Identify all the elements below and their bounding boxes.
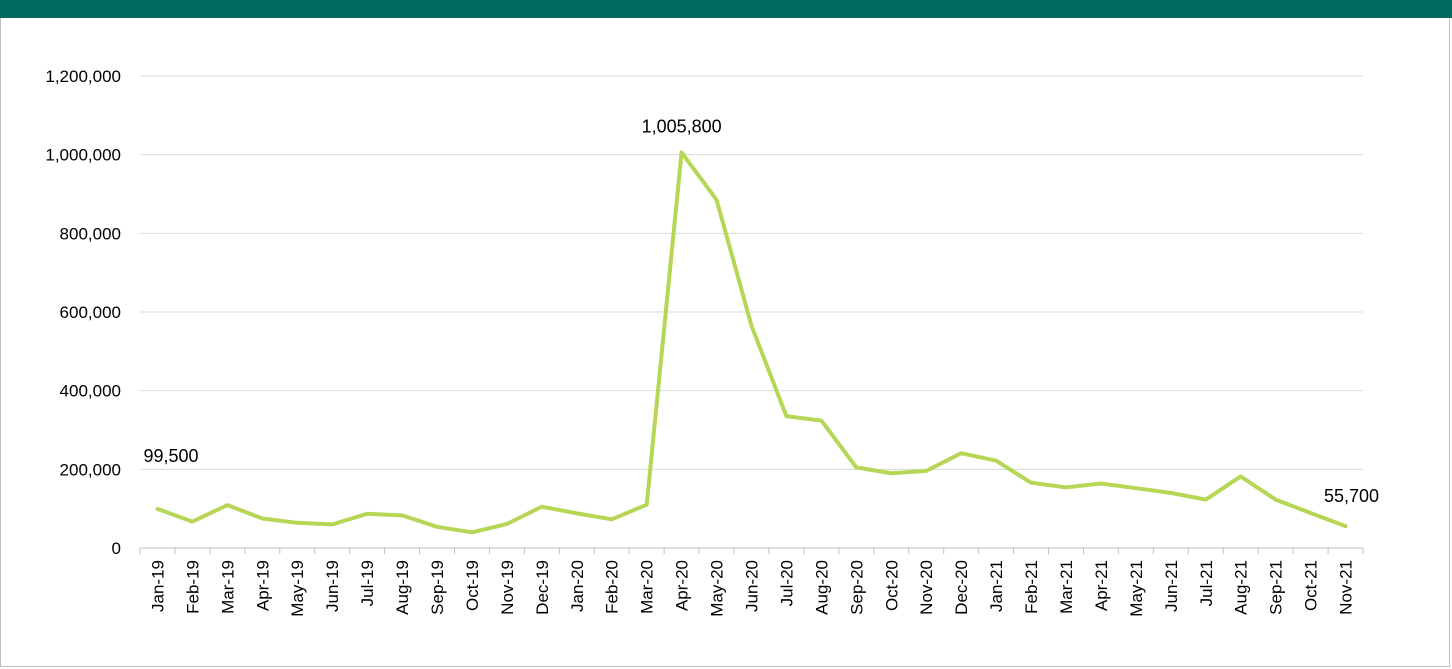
x-tick-label: Jun-19 [323,560,342,612]
x-tick-label: Aug-19 [393,560,412,615]
y-tick-label: 1,000,000 [45,146,121,165]
x-tick-label: Apr-19 [253,560,272,611]
y-tick-label: 800,000 [60,224,121,243]
data-label: 99,500 [143,446,198,466]
x-tick-label: Jun-21 [1162,560,1181,612]
x-tick-label: May-20 [708,560,727,617]
x-tick-label: Mar-19 [218,560,237,614]
x-tick-label: Aug-20 [812,560,831,615]
data-labels: 99,500 1,005,800 55,700 [143,116,1379,506]
x-tick-label: Jan-19 [148,560,167,612]
x-tick-label: Feb-20 [603,560,622,614]
gridlines [140,75,1363,470]
line-chart: 0 200,000 400,000 600,000 800,000 1,000,000 1,… [45,67,1379,617]
x-tick-label: Jan-21 [987,560,1006,612]
x-tick-label: Feb-21 [1022,560,1041,614]
x-axis-tick-labels: Jan-19 Feb-19 Mar-19 Apr-19 May-19 Jun-19 Jul-… [148,560,1355,617]
x-tick-label: Aug-21 [1232,560,1251,615]
x-tick-label: Sep-20 [847,560,866,615]
y-axis-tick-labels: 0 200,000 400,000 600,000 800,000 1,000,000 1,… [45,67,121,558]
chart-frame: 0 200,000 400,000 600,000 800,000 1,000,000 1,… [0,18,1450,667]
x-tick-label: Oct-19 [463,560,482,611]
y-tick-label: 600,000 [60,303,121,322]
y-tick-label: 400,000 [60,382,121,401]
series-layer [155,150,1348,535]
x-tick-label: Jul-21 [1197,560,1216,606]
x-tick-label: Mar-20 [638,560,657,614]
x-tick-label: Oct-20 [882,560,901,611]
x-tick-label: Mar-21 [1057,560,1076,614]
x-tick-label: Dec-19 [533,560,552,615]
y-tick-label: 1,200,000 [45,67,121,86]
x-tick-label: Sep-21 [1267,560,1286,615]
x-axis [139,547,1364,554]
header-bar [0,0,1452,18]
x-tick-label: Feb-19 [183,560,202,614]
x-tick-label: May-19 [288,560,307,617]
x-tick-label: May-21 [1127,560,1146,617]
series-line [155,150,1348,535]
data-label: 55,700 [1324,486,1379,506]
y-tick-label: 200,000 [60,460,121,479]
data-label: 1,005,800 [642,116,722,136]
x-tick-label: Apr-21 [1092,560,1111,611]
x-tick-label: Jan-20 [568,560,587,612]
x-tick-label: Jun-20 [743,560,762,612]
x-tick-label: Sep-19 [428,560,447,615]
x-tick-label: Jul-19 [358,560,377,606]
y-tick-label: 0 [112,539,121,558]
x-tick-label: Nov-21 [1337,560,1356,615]
x-tick-label: Jul-20 [777,560,796,606]
x-tick-label: Oct-21 [1302,560,1321,611]
x-tick-label: Dec-20 [952,560,971,615]
x-tick-label: Nov-19 [498,560,517,615]
x-tick-label: Apr-20 [673,560,692,611]
x-tick-label: Nov-20 [917,560,936,615]
